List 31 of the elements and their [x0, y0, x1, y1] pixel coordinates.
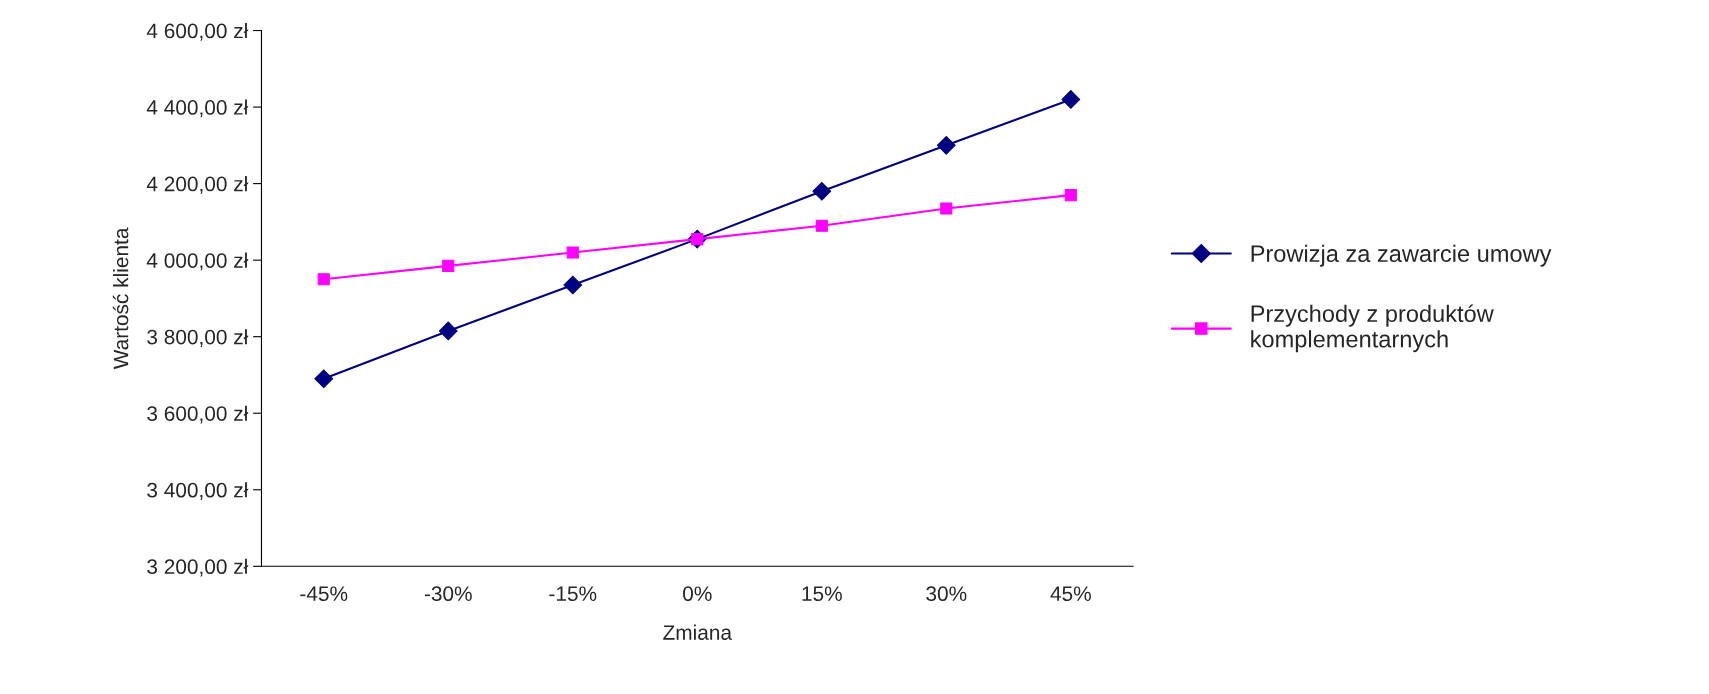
- x-tick-label: -15%: [549, 586, 597, 602]
- point: [1061, 90, 1081, 109]
- y-tick-label: 3 400,00 zł: [147, 482, 249, 500]
- point: [812, 181, 832, 201]
- y-tick-label: 3 200,00 zł: [147, 558, 249, 577]
- x-tick-label: -45%: [300, 586, 348, 602]
- point: [563, 275, 583, 295]
- point: [815, 219, 828, 232]
- point: [940, 202, 953, 215]
- point: [314, 369, 334, 389]
- point: [936, 135, 956, 155]
- point: [442, 259, 455, 272]
- legend-label: Przychody z produktów komplementarnych: [1251, 304, 1494, 353]
- y-tick-label: 4 200,00 zł: [146, 176, 249, 194]
- y-tick-label: 4 000,00 zł: [146, 252, 249, 271]
- x-tick-label: 30%: [926, 586, 967, 602]
- point: [317, 273, 330, 286]
- point: [1064, 189, 1077, 202]
- x-axis-title: Zmiana: [663, 624, 733, 640]
- y-tick-label: 4 600,00 zł: [146, 22, 249, 41]
- point: [438, 321, 458, 341]
- x-tick-label: 0%: [683, 586, 712, 602]
- x-tick-label: 15%: [802, 586, 842, 602]
- x-tick-label: 45%: [1050, 586, 1091, 602]
- y-tick-label: 3 600,00 zł: [147, 405, 249, 424]
- x-tick-label: -30%: [424, 586, 472, 602]
- y-tick-label: 4 400,00 zł: [146, 99, 249, 118]
- point: [566, 246, 579, 259]
- legend-label: Prowizja za zawarcie umowy: [1251, 244, 1552, 267]
- y-tick-label: 3 800,00 zł: [147, 329, 249, 347]
- y-axis-title: Wartość klienta: [112, 227, 129, 370]
